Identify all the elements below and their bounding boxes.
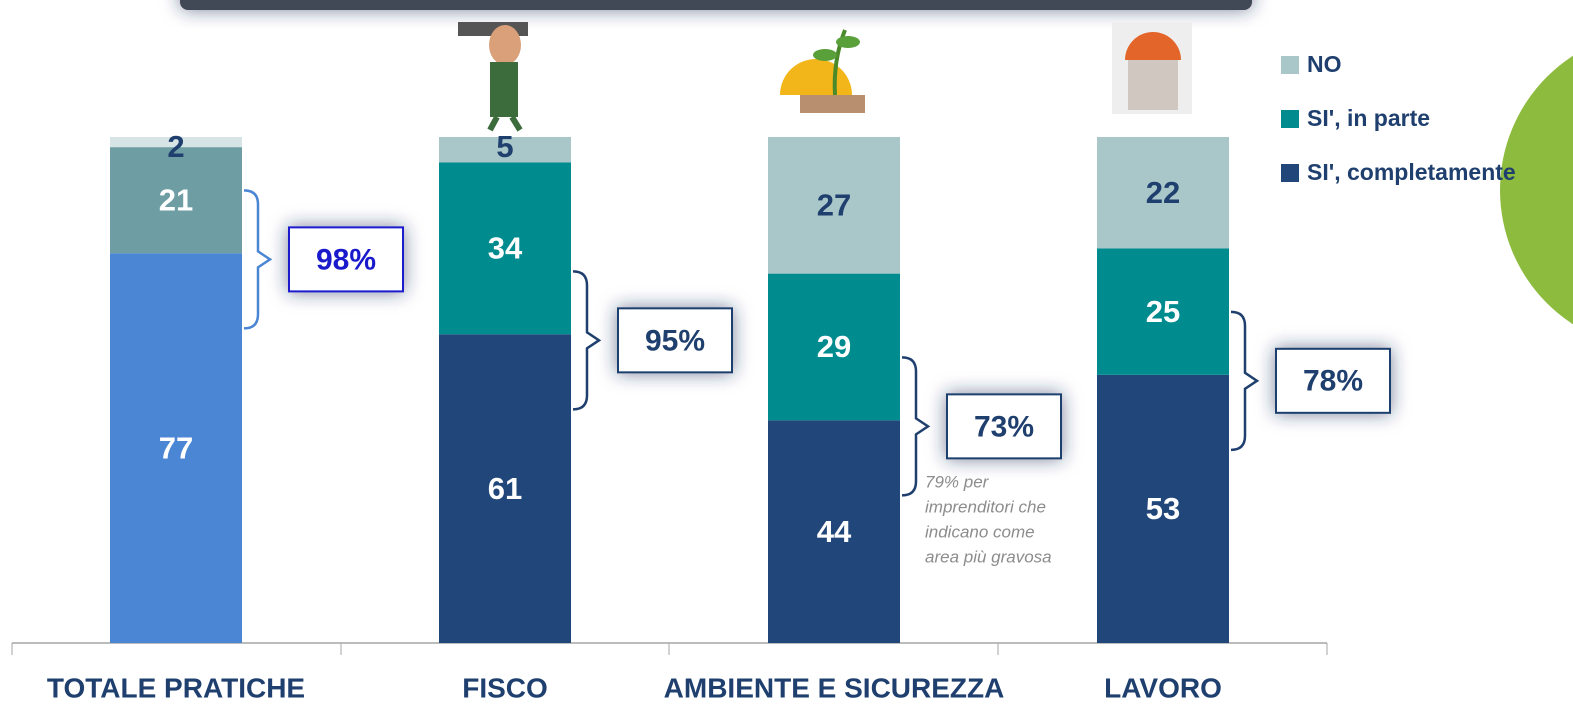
bracket-label: 78% bbox=[1303, 365, 1363, 398]
bracket bbox=[1231, 312, 1257, 450]
top-banner bbox=[180, 0, 1252, 10]
legend-swatch bbox=[1281, 164, 1299, 182]
note-line: area più gravosa bbox=[925, 547, 1052, 566]
decor-circle bbox=[1500, 30, 1573, 350]
data-label: 22 bbox=[1146, 175, 1180, 210]
legend-label: SI', in parte bbox=[1307, 105, 1430, 131]
x-tick-label: LAVORO bbox=[1104, 672, 1222, 703]
legend-label: NO bbox=[1307, 51, 1342, 77]
icon-fisco bbox=[458, 22, 528, 130]
chart: 77 21 2 TOTALE PRATICHE 98% 61 34 5 FISCO 95% 44 29… bbox=[0, 0, 1573, 708]
data-label: 2 bbox=[167, 129, 184, 164]
x-tick-label: TOTALE PRATICHE bbox=[47, 672, 305, 703]
data-label: 34 bbox=[488, 231, 523, 266]
data-label: 29 bbox=[817, 329, 851, 364]
bracket-label: 98% bbox=[316, 243, 376, 276]
note-line: imprenditori che bbox=[925, 497, 1046, 516]
bracket bbox=[573, 271, 599, 409]
data-label: 53 bbox=[1146, 491, 1180, 526]
note-line: indicano come bbox=[925, 522, 1035, 541]
legend-label: SI', completamente bbox=[1307, 159, 1516, 185]
bracket-label: 95% bbox=[645, 324, 705, 357]
axis-ticks bbox=[12, 643, 1327, 655]
note-line: 79% per bbox=[925, 472, 990, 491]
icon-lavoro bbox=[1112, 22, 1192, 114]
icon-ambiente bbox=[780, 30, 865, 113]
data-label: 21 bbox=[159, 182, 193, 217]
bracket-label: 73% bbox=[974, 410, 1034, 443]
data-label: 25 bbox=[1146, 294, 1180, 329]
data-label: 77 bbox=[159, 430, 193, 465]
legend-swatch bbox=[1281, 110, 1299, 128]
bracket bbox=[244, 190, 270, 328]
data-label: 44 bbox=[817, 514, 852, 549]
decor-mask bbox=[1535, 0, 1573, 20]
data-label: 61 bbox=[488, 471, 522, 506]
data-label: 5 bbox=[496, 129, 513, 164]
x-tick-label: FISCO bbox=[462, 672, 548, 703]
legend-swatch bbox=[1281, 56, 1299, 74]
x-tick-label: AMBIENTE E SICUREZZA bbox=[664, 672, 1005, 703]
data-label: 27 bbox=[817, 187, 851, 222]
